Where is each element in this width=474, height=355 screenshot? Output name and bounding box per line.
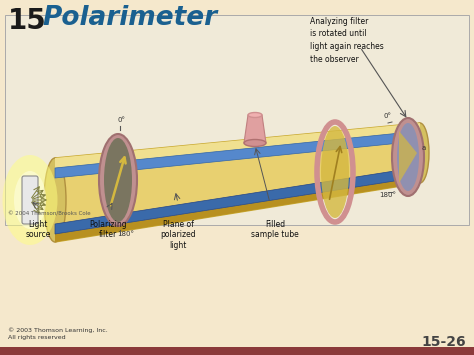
Ellipse shape: [321, 126, 349, 218]
Text: a: a: [422, 145, 426, 151]
Text: Polarizing
filter: Polarizing filter: [89, 220, 127, 239]
Polygon shape: [55, 177, 420, 242]
Polygon shape: [244, 115, 266, 143]
Text: 180°: 180°: [118, 231, 135, 237]
Text: 180°: 180°: [380, 192, 396, 198]
Polygon shape: [55, 167, 420, 234]
Ellipse shape: [411, 123, 429, 183]
Text: Plane of
polarized
light: Plane of polarized light: [160, 220, 196, 250]
Text: Filled
sample tube: Filled sample tube: [251, 220, 299, 239]
Polygon shape: [55, 131, 420, 178]
Bar: [5, 15, 469, 225]
Ellipse shape: [248, 113, 262, 118]
Text: 0°: 0°: [384, 113, 392, 119]
Text: 15-26: 15-26: [421, 335, 466, 349]
Ellipse shape: [104, 138, 132, 222]
Text: 0°: 0°: [118, 117, 126, 123]
Text: Polarimeter: Polarimeter: [42, 5, 217, 31]
Ellipse shape: [244, 140, 266, 147]
Ellipse shape: [99, 134, 137, 226]
FancyBboxPatch shape: [22, 176, 38, 224]
Ellipse shape: [44, 158, 66, 242]
Ellipse shape: [392, 118, 424, 196]
Text: © 2003 Thomson Learning, Inc.
All rights reserved: © 2003 Thomson Learning, Inc. All rights…: [8, 327, 108, 340]
Bar: [0, 347, 474, 355]
Ellipse shape: [2, 155, 57, 245]
Polygon shape: [399, 131, 417, 183]
Ellipse shape: [397, 123, 419, 191]
Bar: [0, 0, 474, 85]
Text: Analyzing filter
is rotated until
light again reaches
the observer: Analyzing filter is rotated until light …: [310, 17, 384, 64]
Polygon shape: [55, 123, 420, 168]
Text: © 2004 Thomson/Brooks Cole: © 2004 Thomson/Brooks Cole: [8, 211, 91, 216]
Polygon shape: [55, 123, 420, 242]
Ellipse shape: [14, 171, 46, 229]
Text: 15: 15: [8, 7, 47, 35]
Text: Light
source: Light source: [25, 220, 51, 239]
